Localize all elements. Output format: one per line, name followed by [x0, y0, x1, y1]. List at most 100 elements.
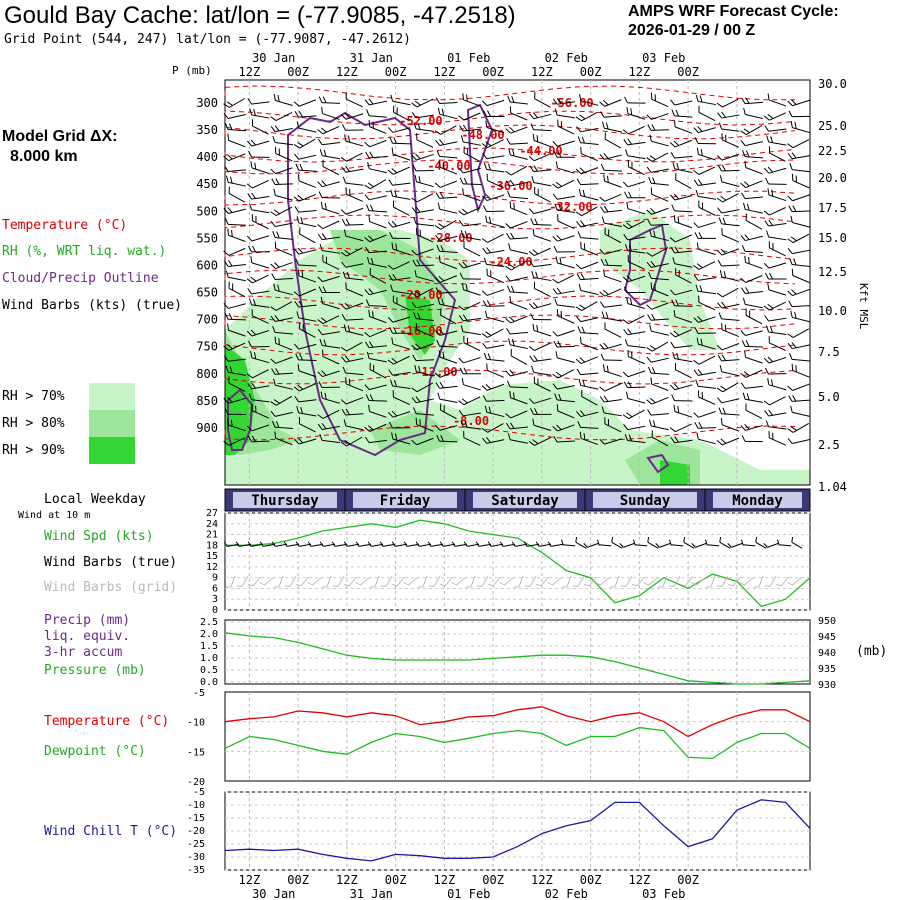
wind-barb-flag — [321, 180, 327, 186]
wind-barb-flag — [387, 359, 394, 365]
wind-barb-flag — [247, 288, 253, 295]
wind-barb — [223, 437, 246, 446]
wind-barb — [225, 270, 246, 282]
wind-barb-staff — [298, 99, 317, 107]
wind-barb — [790, 215, 810, 228]
wind-barb — [387, 220, 411, 228]
wind-barb-staff — [557, 235, 575, 242]
wind-barb — [435, 192, 458, 199]
wind-barb-staff — [721, 169, 740, 172]
wind-barb — [484, 405, 505, 418]
wind-barb-flag — [767, 356, 774, 363]
wind-barb-flag — [717, 259, 722, 267]
temperature-line — [224, 706, 811, 738]
wind-barb-10m — [247, 541, 263, 547]
bottom-time-tick: 12Z — [239, 873, 261, 887]
wind-barb-flag — [767, 378, 770, 385]
wind-barb-flag — [411, 344, 417, 351]
wind-barb — [270, 301, 293, 311]
wind-barb — [296, 406, 317, 417]
wind-barb — [693, 274, 716, 281]
wind-barb-flag — [580, 273, 585, 280]
wind-barb — [577, 326, 599, 335]
wind-barb-staff — [792, 99, 810, 107]
wind-barb-staff — [416, 424, 434, 432]
wind-barb-flag — [697, 179, 703, 186]
wind-barb-flag — [650, 282, 653, 290]
wind-barb-flag — [532, 133, 535, 141]
wind-barb — [505, 221, 528, 229]
wind-barb-flag — [415, 541, 420, 547]
wind-barb-staff — [322, 181, 340, 188]
wind-barb-staff — [557, 125, 575, 135]
wind-barb-staff — [744, 577, 754, 586]
wind-barb-flag — [583, 543, 588, 548]
wind-barb-10m — [575, 536, 587, 549]
precip-tick: 0.5 — [200, 665, 218, 676]
wind-barb-staff — [463, 289, 481, 296]
wind-barb — [436, 434, 458, 443]
wind-barb — [764, 219, 787, 227]
wind-barb — [673, 404, 693, 418]
wind-barb — [411, 302, 434, 309]
pressure-tick-label: 850 — [196, 394, 218, 408]
wind-barb-flag — [532, 228, 535, 236]
wind-barb-staff — [628, 166, 645, 176]
wind-barb — [388, 273, 411, 281]
wind-barb-flag — [720, 417, 723, 425]
wind-barb-staff — [322, 261, 340, 270]
wind-barb-flag — [250, 329, 257, 336]
wind-barb — [695, 189, 716, 200]
wind-barb-staff — [744, 250, 764, 253]
wind-barb-grid — [739, 577, 754, 586]
wind-chill-tick: -15 — [187, 813, 205, 824]
wind-barb-flag — [528, 345, 535, 351]
wind-barb-staff — [369, 195, 387, 201]
weekday-band-highlight — [233, 492, 337, 508]
wind-barb-flag — [319, 243, 323, 251]
wind-barb-staff — [510, 260, 528, 271]
wind-barb-staff — [792, 438, 810, 445]
wind-barb-flag — [552, 383, 558, 390]
wind-barb-flag — [324, 392, 327, 400]
wind-barb-staff — [369, 289, 387, 296]
wind-barb-staff — [486, 344, 505, 349]
wind-barb — [788, 205, 811, 213]
wind-barb-flag — [228, 123, 233, 130]
wind-barb-staff — [510, 221, 528, 229]
wind-barb-staff — [627, 331, 646, 336]
wind-barb — [576, 126, 599, 133]
wind-barb-flag — [599, 248, 605, 255]
wind-barb — [577, 136, 599, 146]
wind-barb — [646, 356, 669, 363]
wind-barb-staff — [251, 235, 270, 242]
wind-barb-10m — [547, 541, 563, 547]
wind-barb-flag — [505, 370, 511, 377]
wind-barb-staff — [580, 426, 599, 429]
wind-barb-flag — [391, 168, 398, 174]
wind-barb-flag — [482, 247, 488, 254]
wind-barb-grid — [764, 575, 777, 587]
wind-barb-flag — [485, 384, 492, 390]
wind-barb-flag — [481, 333, 488, 338]
wind-barb — [273, 283, 293, 296]
wind-barb — [604, 227, 622, 244]
wind-barb-flag — [671, 204, 675, 212]
wind-barb — [483, 352, 505, 362]
wind-barb-flag — [524, 585, 531, 587]
wind-barb-flag — [608, 229, 610, 237]
wind-barb-flag — [530, 313, 534, 320]
legend-temperature-2: Temperature (°C) — [44, 714, 170, 729]
wind-barb-staff — [581, 111, 598, 122]
wind-barb-staff — [415, 413, 435, 416]
wind-barb-flag — [630, 108, 633, 116]
wind-barb — [250, 256, 270, 269]
wind-barb — [791, 173, 810, 189]
wind-barb-flag — [345, 282, 347, 290]
wind-barb — [458, 357, 481, 364]
wind-barb-staff — [675, 234, 692, 243]
wind-barb-flag — [791, 289, 797, 295]
wind-barb-flag — [317, 129, 324, 135]
wind-barb-flag — [509, 422, 515, 429]
wind-barb-staff — [298, 317, 317, 322]
